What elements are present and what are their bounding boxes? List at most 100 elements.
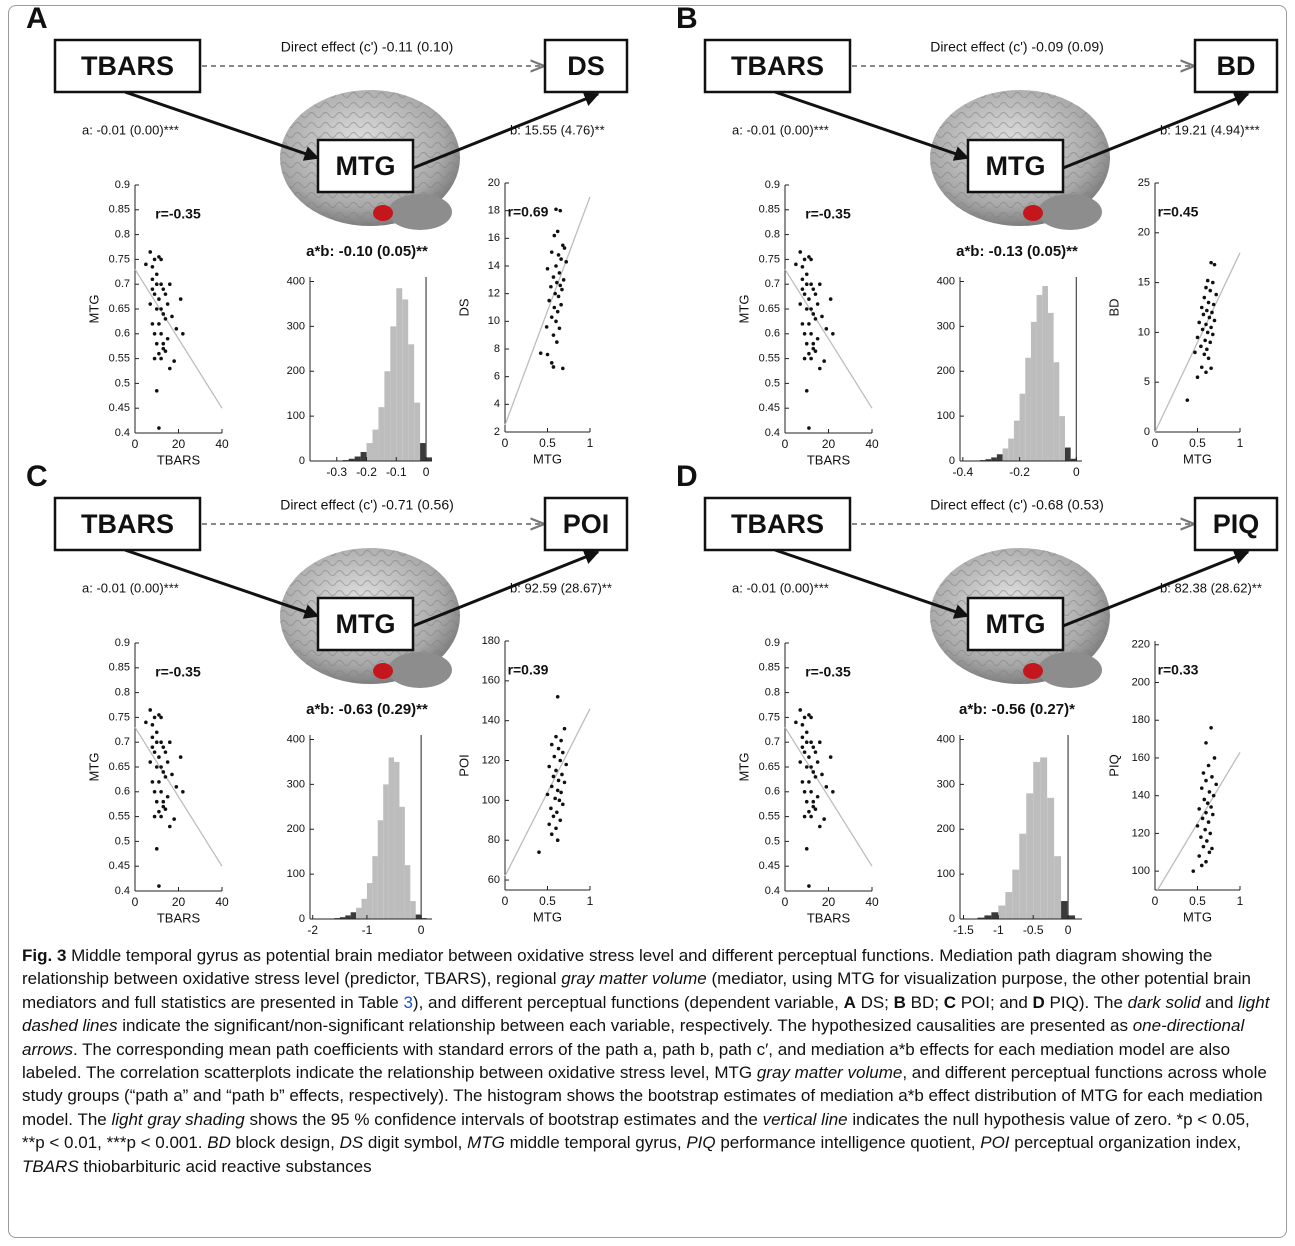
data-point [168, 367, 172, 371]
data-point [179, 755, 183, 759]
histogram-bar [384, 371, 390, 461]
data-point [550, 785, 554, 789]
data-point [556, 695, 560, 699]
panel: DTBARSPIQMTGDirect effect (c') -0.68 (0.… [676, 460, 1277, 937]
data-point [144, 721, 148, 725]
mediation-effect: a*b: -0.13 (0.05)** [956, 243, 1078, 260]
path-b-label: b: 92.59 (28.67)** [510, 580, 612, 595]
data-point [553, 234, 557, 238]
data-point [557, 253, 561, 257]
data-point [805, 730, 809, 734]
data-point [552, 775, 556, 779]
path-a-label: a: -0.01 (0.00)*** [82, 580, 179, 595]
data-point [179, 297, 183, 301]
fit-line [505, 709, 590, 876]
data-point [1207, 764, 1211, 768]
brain-region [373, 205, 393, 221]
data-point [1207, 301, 1211, 305]
data-point [809, 357, 813, 361]
caption-text[interactable]: 3 [403, 993, 412, 1012]
fit-line [785, 269, 872, 408]
predictor-label: TBARS [731, 509, 824, 539]
correlation-label: r=-0.35 [155, 206, 201, 222]
data-point [1211, 813, 1215, 817]
data-point [172, 359, 176, 363]
data-point [803, 815, 807, 819]
data-point [1205, 309, 1209, 313]
caption-text: D [1033, 993, 1045, 1012]
x-tick-label: 0 [132, 437, 139, 451]
data-point [161, 312, 165, 316]
y-tick-label: 0 [299, 455, 305, 467]
data-point [554, 769, 558, 773]
mediator-label: MTG [336, 151, 396, 181]
y-tick-label: 0.45 [759, 860, 780, 872]
data-point [155, 282, 159, 286]
y-axis-label: MTG [86, 295, 101, 324]
data-point [155, 765, 159, 769]
data-point [1210, 775, 1214, 779]
y-tick-label: 2 [494, 426, 500, 438]
brain-cerebellum [388, 194, 452, 230]
y-tick-label: 0.5 [115, 377, 130, 389]
y-tick-label: 400 [287, 733, 305, 745]
fit-line [1155, 253, 1240, 432]
x-axis-label: TBARS [807, 910, 851, 925]
caption-text: gray matter volume [757, 1063, 903, 1082]
correlation-label: r=0.69 [508, 204, 549, 220]
histogram-bar [378, 820, 383, 919]
data-point [805, 389, 809, 393]
panel-letter: A [26, 2, 48, 35]
histogram-bar [410, 901, 415, 919]
y-tick-label: 220 [1132, 639, 1150, 651]
y-tick-label: 4 [494, 398, 500, 410]
data-point [811, 287, 815, 291]
data-point [560, 773, 564, 777]
data-point [1208, 790, 1212, 794]
data-point [1199, 345, 1203, 349]
outcome-label: POI [563, 509, 610, 539]
data-point [809, 307, 813, 311]
histogram-bar [414, 403, 420, 461]
y-tick-label: 200 [1132, 676, 1150, 688]
data-point [161, 342, 165, 346]
data-point [1209, 805, 1213, 809]
data-point [554, 264, 558, 268]
y-tick-label: 0.4 [765, 885, 780, 897]
histogram-bar [420, 443, 426, 461]
y-axis-label: BD [1106, 298, 1121, 316]
data-point [809, 790, 813, 794]
data-point [803, 332, 807, 336]
brain-cerebellum [1038, 652, 1102, 688]
data-point [809, 282, 813, 286]
y-tick-label: 0.7 [765, 278, 780, 290]
data-point [814, 775, 818, 779]
x-tick-label: -2 [307, 923, 318, 937]
y-tick-label: 0.7 [115, 278, 130, 290]
data-point [155, 272, 159, 276]
data-point [1203, 339, 1207, 343]
y-tick-label: 0.55 [109, 811, 130, 823]
direct-effect: Direct effect (c') -0.68 (0.53) [930, 497, 1104, 513]
data-point [155, 847, 159, 851]
data-point [798, 302, 802, 306]
data-point [1209, 261, 1213, 265]
data-point [1209, 326, 1213, 330]
histogram-bar [984, 915, 991, 919]
y-tick-label: 16 [488, 232, 500, 244]
histogram-bar [356, 908, 361, 919]
x-tick-label: -1 [993, 923, 1004, 937]
histogram-bar [1031, 322, 1037, 461]
y-tick-label: 140 [482, 715, 500, 727]
x-tick-label: 1 [1237, 436, 1244, 450]
y-tick-label: 60 [488, 874, 500, 886]
fit-line [135, 727, 222, 866]
data-point [811, 800, 815, 804]
panel: BTBARSBDMTGDirect effect (c') -0.09 (0.0… [676, 2, 1277, 479]
data-point [563, 781, 567, 785]
y-tick-label: 0.8 [115, 229, 130, 241]
y-tick-label: 0.5 [765, 835, 780, 847]
data-point [822, 359, 826, 363]
caption-text: BD [207, 1133, 231, 1152]
y-tick-label: 0.55 [759, 353, 780, 365]
